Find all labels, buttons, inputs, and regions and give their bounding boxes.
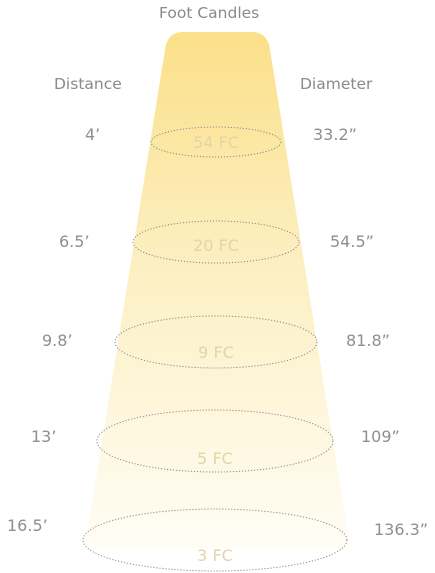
fc-value-5: 3 FC [197, 546, 233, 565]
beam-ring-2 [132, 220, 300, 264]
diameter-label-3: 81.8” [346, 331, 390, 350]
diameter-header: Diameter [300, 75, 373, 93]
diameter-label-5: 136.3” [374, 520, 429, 539]
diameter-label-4: 109” [361, 427, 400, 446]
distance-label-5: 16.5’ [7, 516, 48, 535]
fc-value-3: 9 FC [198, 343, 234, 362]
distance-label-1: 4’ [85, 125, 101, 144]
beam-ring-1 [150, 126, 282, 158]
diagram-title: Foot Candles [159, 4, 260, 22]
fc-value-4: 5 FC [197, 449, 233, 468]
distance-label-4: 13’ [31, 427, 57, 446]
distance-label-2: 6.5’ [59, 232, 90, 251]
fc-value-2: 20 FC [193, 236, 239, 255]
diameter-label-1: 33.2” [313, 125, 357, 144]
light-beam-cone [85, 32, 350, 548]
beam-ring-5 [82, 508, 348, 572]
beam-ring-4 [96, 409, 334, 473]
diameter-label-2: 54.5” [330, 232, 374, 251]
fc-value-1: 54 FC [193, 133, 239, 152]
distance-label-3: 9.8’ [42, 331, 73, 350]
distance-header: Distance [54, 75, 122, 93]
beam-ring-3 [114, 315, 318, 369]
